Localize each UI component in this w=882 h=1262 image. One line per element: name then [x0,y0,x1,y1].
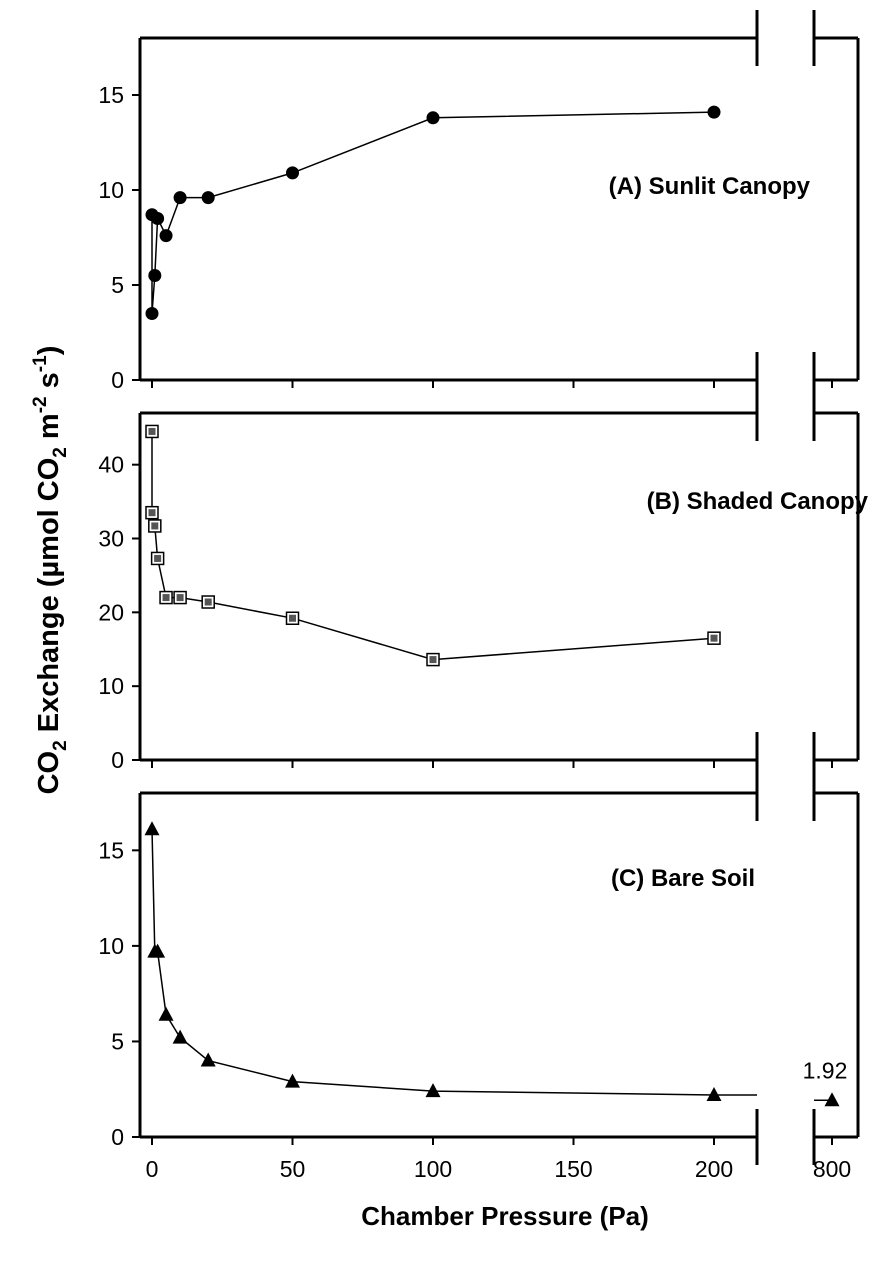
data-point [158,1006,174,1021]
y-axis-title-part: s [33,372,65,396]
data-point-inner [162,594,170,602]
data-point [706,1086,722,1101]
y-tick-label: 5 [111,272,124,298]
y-tick-label: 10 [98,933,124,959]
x-tick-label: 100 [414,1156,452,1182]
data-point [173,191,187,205]
chart-panel-1: 0 5 10 15 (A) Sunlit Canopy [98,10,860,408]
data-point [144,821,160,836]
y-tick-label: 10 [98,177,124,203]
y-tick-label: 0 [111,747,124,773]
y-tick-label: 10 [98,673,124,699]
panel-title: (B) Shaded Canopy [647,488,869,515]
data-point [159,229,173,243]
data-point [285,611,300,625]
data-point [150,551,165,566]
series-line [151,111,715,314]
series-line [151,431,715,661]
data-point [824,1092,840,1107]
data-point [707,631,721,645]
data-point [285,1073,300,1088]
y-axis-title-subscript: 2 [50,447,71,458]
data-point [159,590,173,605]
data-point-inner [176,594,184,602]
y-tick-label: 0 [111,367,124,393]
y-tick-label: 15 [98,82,124,108]
y-tick-label: 20 [98,599,124,625]
data-point [201,595,215,609]
data-point-inner [154,554,162,562]
x-tick-label: 200 [695,1156,733,1182]
x-tick-label: 50 [280,1156,306,1182]
data-point [426,652,440,667]
data-point [201,191,215,205]
data-point-inner [204,598,212,606]
y-axis-title-part: Exchange (µmol CO [33,458,65,741]
y-axis-title: CO2 Exchange (µmol CO2 m-2 s-1) [30,346,71,795]
chart-panel-2: 0 10 20 30 40 (B) Shaded Canopy [98,385,869,788]
x-tick-label: 150 [554,1156,592,1182]
y-tick-label: 40 [98,452,124,478]
data-point [707,105,721,119]
x-axis-title: Chamber Pressure (Pa) [361,1201,649,1231]
data-point [145,424,159,439]
data-point-inner [710,634,718,642]
y-tick-label: 0 [111,1124,124,1150]
data-point-inner [151,522,159,530]
data-point-inner [148,509,156,517]
panel-title: (C) Bare Soil [611,865,755,892]
y-tick-label: 5 [111,1028,124,1054]
y-axis-title-part: m [33,413,65,447]
data-point [425,1083,441,1098]
data-point [151,212,165,225]
data-point [145,307,159,320]
data-point-inner [289,614,296,622]
data-point [172,1029,188,1044]
data-point [150,943,166,958]
panels-layer: 0 5 10 15 (A) Sunlit Canopy 0 10 20 30 40 (B) Shad… [98,10,869,1182]
data-point [426,111,440,125]
data-point [173,590,187,605]
data-point [286,166,299,180]
y-axis-title-part: ) [33,346,65,356]
y-tick-label: 30 [98,526,124,552]
data-point [200,1052,216,1067]
data-point [148,519,162,533]
y-axis-title-subscript: 2 [50,740,71,751]
panel-title: (A) Sunlit Canopy [609,173,811,200]
x-tick-label: 0 [146,1156,159,1182]
y-tick-label: 15 [98,837,124,863]
y-axis-title-superscript: -2 [30,396,51,413]
y-axis-title-part: CO [33,751,65,795]
data-point-inner [429,656,437,664]
data-point [148,269,162,282]
data-annotation: 1.92 [803,1057,848,1083]
x-tick-label: 800 [813,1156,851,1182]
y-axis-title-superscript: -1 [30,355,51,372]
data-point [145,505,159,520]
data-point-inner [148,427,156,435]
